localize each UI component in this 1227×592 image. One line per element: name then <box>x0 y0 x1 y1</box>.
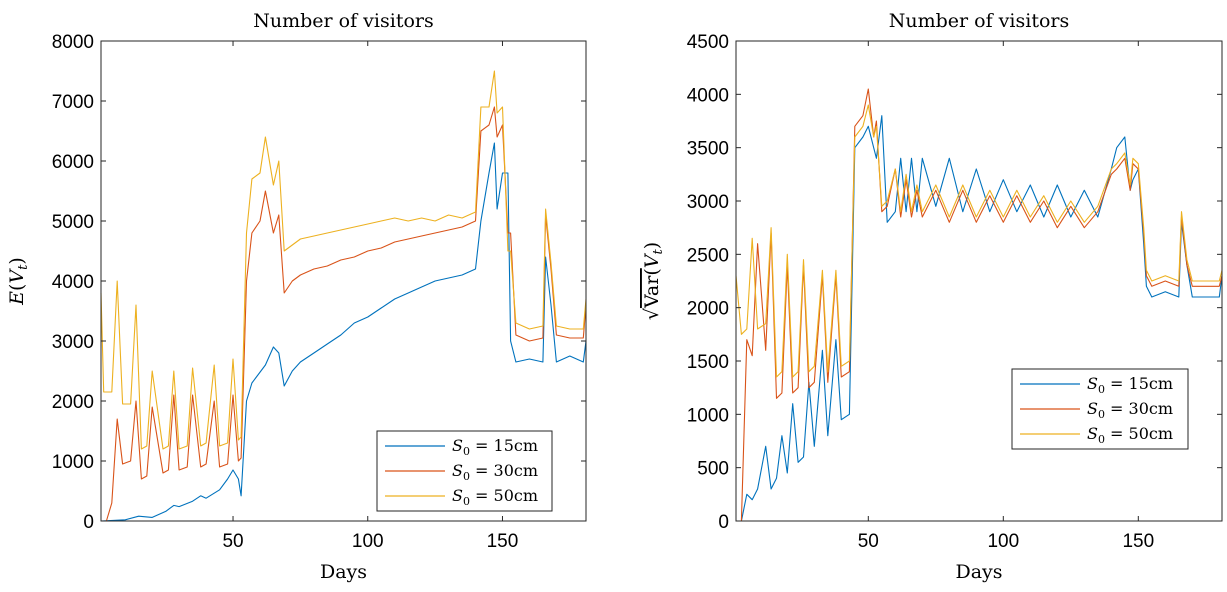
y-tick-label: 1500 <box>687 352 729 373</box>
legend-label: S0 = 30cm <box>452 461 538 483</box>
axes-box <box>735 40 1223 522</box>
chart-title: Number of visitors <box>253 10 433 32</box>
y-axis-label: E(Vt) <box>6 257 31 306</box>
series-line-3 <box>100 70 587 450</box>
x-tick-label: 150 <box>487 531 519 552</box>
y-tick-label: 4000 <box>687 85 729 106</box>
series-line-1 <box>736 115 1223 522</box>
y-tick-label: 1000 <box>52 452 94 473</box>
y-axis-label: √Var(Vt) <box>641 242 666 320</box>
y-tick-label: 500 <box>697 459 729 480</box>
legend-label: S0 = 15cm <box>452 436 538 458</box>
y-tick-label: 0 <box>83 512 94 533</box>
right-chart-panel: 0 500 1000 1500 2000 2500 3000 3500 4000 4500 50 10… <box>641 10 1223 583</box>
chart-title: Number of visitors <box>889 10 1069 32</box>
x-tick-label: 150 <box>1122 531 1154 552</box>
y-tick-label: 4000 <box>52 272 94 293</box>
legend: S0 = 15cm S0 = 30cm S0 = 50cm <box>1011 368 1189 450</box>
left-chart-panel: 0 1000 2000 3000 4000 5000 6000 7000 8000 50 100 15… <box>6 10 587 583</box>
y-tick-label: 0 <box>718 512 729 533</box>
legend-label: S0 = 15cm <box>1087 374 1173 396</box>
y-tick-label: 2500 <box>687 245 729 266</box>
legend-label: S0 = 50cm <box>1087 424 1173 446</box>
y-tick-label: 5000 <box>52 212 94 233</box>
series-line-1 <box>100 142 587 522</box>
series-line-3 <box>735 104 1223 378</box>
y-tick-label: 6000 <box>52 152 94 173</box>
legend: S0 = 15cm S0 = 30cm S0 = 50cm <box>376 430 553 512</box>
legend-label: S0 = 30cm <box>1087 399 1173 421</box>
x-tick-label: 50 <box>858 531 879 552</box>
x-tick-label: 100 <box>352 531 384 552</box>
y-tick-label: 3000 <box>52 332 94 353</box>
x-tick-label: 50 <box>222 531 243 552</box>
y-tick-label: 1000 <box>687 405 729 426</box>
y-tick-label: 2000 <box>687 299 729 320</box>
x-tick-label: 100 <box>987 531 1019 552</box>
y-tick-label: 8000 <box>52 32 94 53</box>
y-tick-label: 3500 <box>687 139 729 160</box>
y-tick-label: 2000 <box>52 392 94 413</box>
y-tick-label: 3000 <box>687 192 729 213</box>
x-axis-label: Days <box>955 561 1002 583</box>
x-axis-label: Days <box>320 561 367 583</box>
y-tick-label: 7000 <box>52 92 94 113</box>
y-tick-label: 4500 <box>687 32 729 53</box>
legend-label: S0 = 50cm <box>452 486 538 508</box>
